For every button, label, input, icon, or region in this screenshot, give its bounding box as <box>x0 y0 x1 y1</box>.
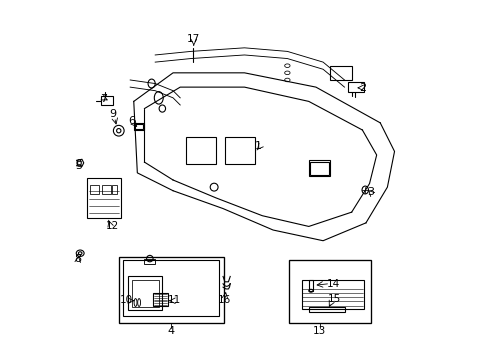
Text: 7: 7 <box>101 94 107 104</box>
Text: 13: 13 <box>312 326 325 336</box>
Text: 17: 17 <box>187 34 200 44</box>
Bar <box>90 185 99 194</box>
Bar <box>329 66 351 80</box>
Bar <box>123 260 219 316</box>
Bar <box>308 307 344 312</box>
Text: 2: 2 <box>359 83 366 93</box>
Bar <box>301 280 364 309</box>
Text: 15: 15 <box>327 294 341 303</box>
Bar <box>87 178 121 217</box>
Bar <box>119 257 224 323</box>
Text: 3: 3 <box>366 187 373 197</box>
Bar <box>102 185 110 194</box>
Bar <box>347 82 364 93</box>
Text: 8: 8 <box>74 254 81 264</box>
Bar <box>135 124 143 129</box>
Text: 9: 9 <box>108 109 116 119</box>
Bar <box>144 258 155 264</box>
Text: 1: 1 <box>255 141 262 151</box>
Bar <box>185 137 216 164</box>
Text: 11: 11 <box>168 296 181 305</box>
Text: 10: 10 <box>119 296 132 305</box>
Bar <box>134 123 144 130</box>
Bar <box>288 260 370 323</box>
Text: 6: 6 <box>128 116 135 126</box>
Text: 4: 4 <box>167 326 175 336</box>
Bar <box>224 137 255 164</box>
Text: 5: 5 <box>76 161 82 171</box>
Bar <box>309 162 328 175</box>
Text: 14: 14 <box>326 279 340 289</box>
Bar <box>128 276 162 310</box>
Bar <box>111 185 117 194</box>
Bar <box>308 280 312 291</box>
Text: 16: 16 <box>218 296 231 305</box>
Bar <box>101 96 113 105</box>
Bar <box>153 293 167 306</box>
Bar <box>132 280 159 307</box>
Bar <box>308 160 329 176</box>
Text: 12: 12 <box>105 221 119 231</box>
